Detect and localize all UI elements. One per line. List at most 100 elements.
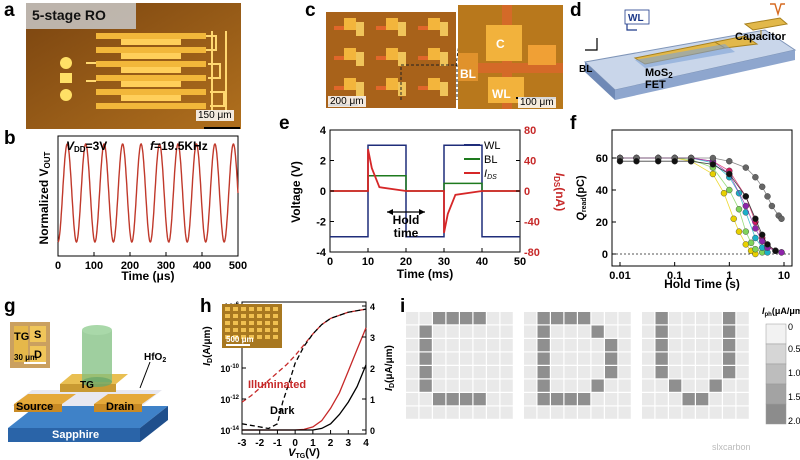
hold-time-label-2: time (394, 226, 419, 240)
transfer-curve-dark-3 (242, 364, 367, 431)
pixel (473, 366, 486, 379)
pixel (524, 325, 537, 338)
pixel (537, 312, 550, 325)
pixel (578, 393, 591, 406)
panel-label-c: c (305, 0, 316, 21)
pixel (446, 312, 459, 325)
retention-point (654, 158, 662, 165)
retention-point (752, 173, 759, 181)
retention-point (778, 249, 785, 256)
retention-point (742, 193, 750, 200)
x-tick-1: 100 (85, 260, 103, 272)
pixel (669, 352, 682, 365)
chart-panel-e: -4 -2 0 2 4 -80 -40 0 40 80 0 10 20 30 40 50 Hold tim… (289, 125, 567, 281)
pixel (524, 352, 537, 365)
pixel (591, 325, 604, 338)
legend-wl: WL (484, 140, 501, 152)
pixel (433, 339, 446, 352)
pixel (433, 366, 446, 379)
pixel (433, 352, 446, 365)
pixel (446, 366, 459, 379)
pixel (669, 339, 682, 352)
pixel (551, 366, 564, 379)
pixel (723, 339, 736, 352)
y-tick-left-2: 10-10 (220, 364, 239, 374)
hfo2-label: HfO2 (144, 352, 166, 364)
colorbar-tick-1: 0.5 (788, 344, 800, 354)
pixel (709, 379, 722, 392)
pixel (618, 339, 631, 352)
pixel (723, 393, 736, 406)
y-axis-label-left: ID(A/μm) (202, 326, 214, 366)
x-tick-0: 0 (55, 260, 61, 272)
pixel (460, 366, 473, 379)
retention-point (752, 245, 759, 253)
pixel (655, 352, 668, 365)
retention-point (764, 241, 771, 248)
pixel (723, 406, 736, 419)
chart-panel-f: 0 20 40 60 0.01 0.1 1 10 Hold Time (s) Qread(p… (575, 129, 793, 291)
pixel (578, 379, 591, 392)
pixel (642, 339, 655, 352)
inset-scale-label: 500 μm (226, 335, 254, 344)
inset-scale-label: 30 μm (14, 353, 37, 362)
pixel (696, 339, 709, 352)
pixel (696, 325, 709, 338)
y-tick-left-0: -4 (316, 247, 327, 259)
panel-label-e: e (279, 113, 290, 134)
colorbar-tick-2: 1.0 (788, 368, 800, 378)
array-scale-label: 200 μm (328, 96, 366, 107)
fet-tag-line2: FET (645, 79, 666, 91)
pixel (618, 393, 631, 406)
y-tick-left-4: 4 (320, 125, 327, 137)
pixel (419, 312, 432, 325)
drain-label: Drain (106, 401, 134, 413)
pixel (433, 312, 446, 325)
retention-point (709, 170, 717, 178)
pixel (642, 406, 655, 419)
pixel (500, 312, 513, 325)
pixel (605, 312, 618, 325)
y-axis-label: Qread(pC) (575, 175, 588, 221)
retention-point (752, 215, 759, 223)
ring-oscillator-title: 5-stage RO (32, 7, 106, 23)
pixel (682, 406, 695, 419)
hold-time-label: Hold (393, 213, 420, 227)
pixel-grid-d (524, 312, 631, 419)
x-tick-2: -1 (273, 438, 282, 449)
pixel (419, 352, 432, 365)
wordline-tag: WL (628, 13, 644, 24)
retention-point (742, 164, 750, 171)
pixel (682, 312, 695, 325)
y-tick-right-0: -80 (524, 247, 540, 259)
pixel (578, 366, 591, 379)
pixel (487, 366, 500, 379)
y-tick-1: 20 (596, 217, 608, 229)
pixel (460, 393, 473, 406)
pixel (446, 406, 459, 419)
retention-point (742, 241, 750, 248)
x-tick-2: 200 (121, 260, 139, 272)
pixel (736, 393, 749, 406)
pixel (605, 379, 618, 392)
colorbar: 0 0.5 1.0 1.5 2.0 Iph(μA/μm) (762, 306, 800, 426)
series-ids (330, 148, 520, 234)
pixel (578, 325, 591, 338)
x-tick-4: 400 (193, 260, 211, 272)
pixel (406, 379, 419, 392)
pixel (682, 379, 695, 392)
pixel (736, 352, 749, 365)
pixel (537, 325, 550, 338)
pixel (500, 352, 513, 365)
retention-point (758, 231, 766, 239)
pixel (551, 325, 564, 338)
pixel (419, 406, 432, 419)
retention-point (726, 186, 733, 194)
panel-label-b: b (4, 128, 16, 149)
y-tick-left-2: 0 (320, 186, 326, 198)
pixel (551, 339, 564, 352)
pixel (473, 393, 486, 406)
pixel (487, 325, 500, 338)
y-tick-right-2: 0 (524, 186, 530, 198)
